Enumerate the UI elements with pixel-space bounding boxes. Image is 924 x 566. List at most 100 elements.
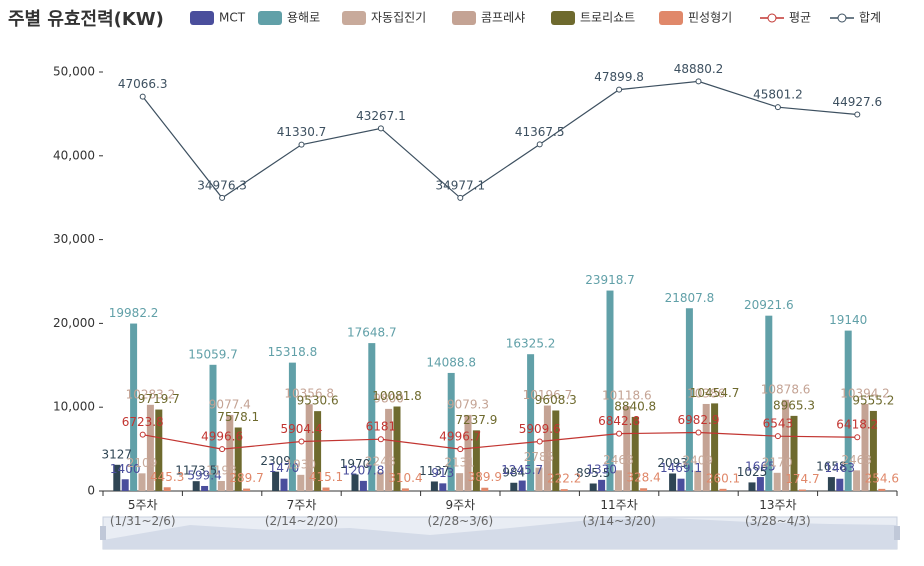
data-label: 1970 — [340, 457, 371, 471]
line-point — [377, 436, 384, 443]
data-label: 913 — [431, 466, 454, 480]
bar — [598, 479, 606, 491]
legend-swatch — [258, 11, 282, 25]
data-label: 599.4 — [187, 468, 221, 482]
data-label: 10196.7 — [523, 388, 573, 402]
bar — [146, 404, 154, 491]
bar — [351, 474, 359, 491]
bar — [543, 405, 551, 491]
data-label: 10081.8 — [372, 389, 422, 403]
data-label: 19140 — [829, 313, 867, 327]
bar — [694, 470, 702, 491]
data-label: 895.5 — [576, 466, 610, 480]
data-label: 9530.6 — [297, 394, 339, 408]
slider-handle[interactable] — [100, 526, 106, 540]
legend-swatch — [767, 13, 777, 23]
bar — [748, 482, 756, 491]
bar — [234, 427, 242, 491]
data-label: 8840.8 — [614, 399, 656, 413]
data-label: 41330.7 — [277, 125, 327, 139]
y-tick-label: 30,000 — [53, 232, 95, 246]
bar — [243, 488, 251, 491]
bar — [719, 488, 727, 491]
bar — [614, 470, 622, 491]
data-label: 45801.2 — [753, 88, 803, 102]
line-point — [139, 431, 146, 438]
data-label: 9719.7 — [138, 392, 180, 406]
bar — [677, 478, 685, 491]
bar — [869, 410, 877, 491]
bar — [297, 474, 305, 491]
x-tick-label: 7주차 (2/14~2/20) — [265, 498, 338, 528]
data-label: 1173.5 — [175, 464, 217, 478]
legend-swatch — [190, 11, 214, 25]
bar — [560, 489, 568, 491]
data-label: 44927.6 — [832, 95, 882, 109]
data-label: 2109 — [127, 456, 158, 470]
data-label: 41367.5 — [515, 125, 565, 139]
slider-handle[interactable] — [894, 526, 900, 540]
data-label: 6723.8 — [122, 415, 164, 429]
bar — [130, 323, 138, 491]
data-label: 2468 — [603, 453, 634, 467]
data-label: 1665 — [745, 460, 776, 474]
data-label: 9800 — [373, 391, 404, 405]
bar — [376, 472, 384, 491]
line-point — [774, 433, 781, 440]
data-label: 10118.6 — [602, 389, 652, 403]
bar — [385, 408, 393, 491]
line-point — [536, 141, 543, 148]
data-label: 415.1 — [309, 470, 343, 484]
data-label: 2463 — [841, 453, 872, 467]
data-label: 1400 — [110, 462, 141, 476]
data-label: 23918.7 — [585, 273, 635, 287]
data-label: 260.1 — [706, 471, 740, 485]
line-point — [854, 434, 861, 441]
legend-swatch — [551, 11, 575, 25]
x-tick-line: 13주차 — [759, 498, 796, 512]
data-label: 1470 — [269, 461, 300, 475]
bar — [765, 315, 773, 491]
legend-label: MCT — [219, 11, 246, 25]
data-label: 10386 — [687, 386, 725, 400]
bar — [209, 364, 217, 491]
bar — [535, 467, 543, 491]
data-label: 2309 — [260, 454, 291, 468]
data-label: 47066.3 — [118, 77, 168, 91]
data-label: 7578.1 — [217, 410, 259, 424]
x-tick-line: (1/31~2/6) — [110, 514, 176, 528]
data-label: 10454.7 — [690, 386, 740, 400]
bar — [861, 403, 869, 491]
x-tick-label: 11주차 (3/14~3/20) — [582, 498, 655, 528]
line-point — [139, 93, 146, 100]
data-label: 16325.2 — [506, 337, 556, 351]
data-label: 1463 — [825, 461, 856, 475]
line-point — [695, 429, 702, 436]
bar — [226, 414, 234, 491]
data-label: 1207.8 — [342, 463, 384, 477]
data-label: 222.2 — [547, 472, 581, 486]
data-label: 6543 — [763, 417, 794, 431]
bar — [685, 308, 693, 491]
bar — [827, 477, 835, 491]
line-point — [298, 141, 305, 148]
data-label: 174.7 — [785, 472, 819, 486]
data-label: 389.9 — [468, 470, 502, 484]
bar — [155, 409, 163, 491]
bar — [288, 362, 296, 491]
data-label: 10394.2 — [840, 386, 890, 400]
bar — [121, 479, 129, 491]
legend-swatch — [342, 11, 366, 25]
legend-swatch — [659, 11, 683, 25]
data-label: 1469.1 — [660, 461, 702, 475]
legend-label: 합계 — [859, 11, 881, 25]
y-tick-label: 20,000 — [53, 316, 95, 330]
bar — [782, 399, 790, 491]
line-point — [854, 111, 861, 118]
bar — [192, 481, 200, 491]
bar — [669, 473, 677, 491]
bar — [518, 480, 526, 491]
data-label: 20921.6 — [744, 298, 794, 312]
line-point — [616, 86, 623, 93]
data-label: 445.3 — [150, 470, 184, 484]
